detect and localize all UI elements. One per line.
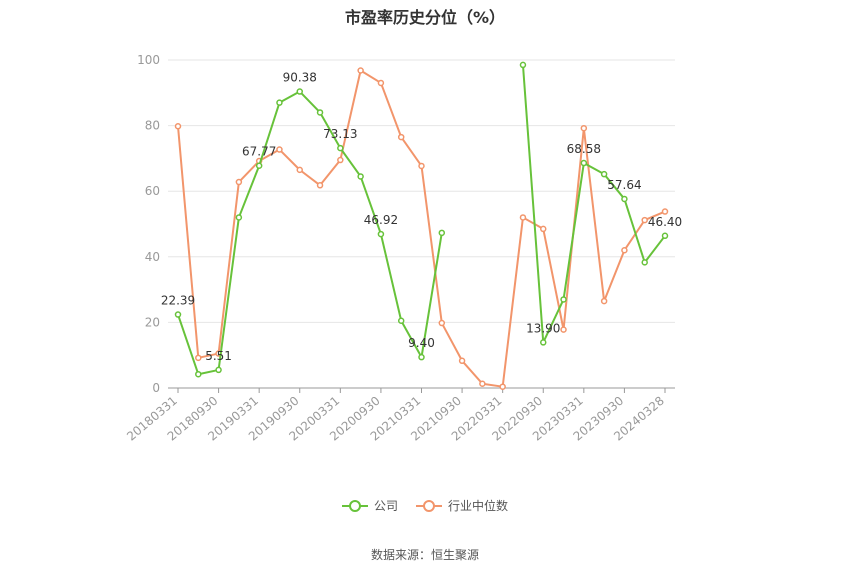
data-point-company: [621, 195, 628, 203]
data-point-industry: [560, 326, 567, 333]
data-label: 68.58: [567, 142, 601, 156]
data-point-industry: [661, 208, 669, 215]
data-point-industry: [418, 162, 425, 170]
data-point-company: [255, 162, 263, 169]
data-point-industry: [174, 123, 182, 130]
data-label: 9.40: [408, 336, 435, 350]
data-label: 13.90: [526, 321, 560, 335]
data-point-industry: [337, 156, 344, 164]
data-point-company: [235, 214, 243, 221]
data-point-company: [418, 353, 425, 361]
data-point-company: [357, 173, 364, 180]
data-point-industry: [458, 357, 466, 365]
data-point-company: [316, 109, 324, 116]
data-point-company: [641, 259, 648, 266]
data-point-industry: [621, 246, 628, 254]
legend: 公司 行业中位数: [0, 497, 850, 514]
data-point-industry: [580, 124, 588, 132]
data-label: 73.13: [323, 127, 357, 141]
data-point-company: [215, 366, 222, 374]
data-label: 22.39: [161, 294, 195, 308]
data-point-company: [600, 170, 608, 178]
data-point-industry: [499, 383, 506, 390]
data-point-company: [580, 159, 588, 167]
data-point-company: [438, 229, 446, 237]
data-label: 67.77: [242, 145, 276, 159]
data-point-company: [296, 88, 303, 95]
data-point-industry: [316, 182, 324, 189]
data-point-company: [397, 317, 405, 325]
data-point-industry: [438, 319, 446, 327]
data-point-company: [661, 232, 669, 240]
data-point-industry: [357, 67, 364, 74]
data-point-company: [174, 311, 182, 318]
legend-item-company[interactable]: 公司: [341, 497, 398, 514]
data-label: 5.51: [205, 349, 232, 363]
series-line-company: [521, 64, 666, 344]
data-point-company: [337, 144, 344, 152]
data-point-industry: [641, 216, 648, 224]
data-label: 57.64: [607, 178, 641, 192]
source-text: 数据来源：恒生聚源: [370, 548, 479, 562]
y-tick-label: 20: [145, 315, 160, 329]
data-point-industry: [235, 178, 243, 186]
y-tick-label: 60: [145, 184, 160, 198]
legend-industry-line-icon: [416, 499, 442, 512]
y-tick-label: 100: [137, 53, 160, 67]
data-point-industry: [377, 79, 385, 87]
legend-industry-marker-icon: [423, 499, 435, 512]
legend-industry-label: 行业中位数: [448, 499, 509, 513]
data-point-industry: [195, 354, 202, 362]
data-point-industry: [600, 297, 608, 305]
y-tick-label: 40: [145, 250, 160, 264]
data-point-industry: [276, 146, 283, 153]
data-point-company: [195, 370, 202, 378]
chart-plot: 0204060801002018033120180930201903312019…: [124, 53, 682, 444]
data-point-company: [377, 230, 385, 238]
legend-company-label: 公司: [373, 499, 398, 513]
data-point-company: [560, 296, 567, 303]
data-point-industry: [519, 214, 527, 221]
series-line-company: [177, 90, 443, 376]
data-point-company: [276, 99, 283, 106]
data-label: 46.92: [364, 213, 398, 227]
y-tick-label: 80: [145, 119, 160, 133]
chart-title: 市盈率历史分位（%）: [344, 8, 506, 27]
legend-item-industry[interactable]: 行业中位数: [416, 497, 508, 514]
legend-company-line-icon: [341, 499, 368, 512]
data-point-company: [519, 61, 527, 69]
data-point-industry: [397, 133, 405, 141]
data-point-company: [540, 339, 547, 346]
data-point-industry: [479, 380, 486, 387]
data-point-industry: [296, 166, 303, 174]
data-point-industry: [540, 225, 547, 233]
y-tick-label: 0: [152, 381, 160, 395]
data-label: 90.38: [283, 71, 317, 85]
data-label: 46.40: [648, 215, 682, 229]
legend-company-marker-icon: [348, 499, 361, 512]
